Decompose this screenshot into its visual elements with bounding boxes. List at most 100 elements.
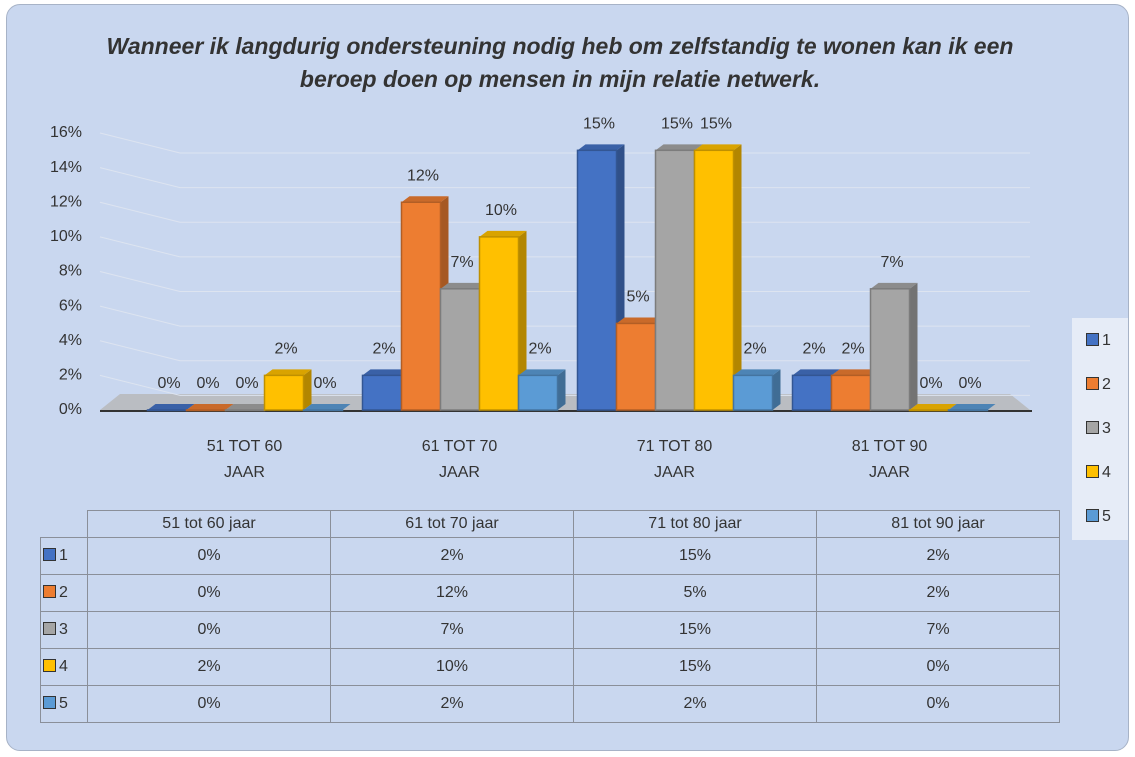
bar-top: [362, 369, 410, 376]
bar-top: [870, 282, 918, 289]
bar-top: [694, 144, 742, 151]
bar-side: [772, 369, 781, 410]
bar-top: [655, 144, 703, 151]
legend-label: 4: [1102, 464, 1111, 481]
y-tick-label: 8%: [59, 263, 82, 280]
bar: [869, 282, 918, 411]
table-cell: 7%: [816, 611, 1060, 649]
table-header: 51 tot 60 jaar: [87, 510, 331, 538]
table-cell: 0%: [87, 611, 331, 649]
bar: [693, 144, 742, 411]
series-name: 3: [59, 621, 68, 638]
legend-key: [43, 548, 56, 561]
bar-side: [303, 369, 312, 410]
legend-key: [1086, 509, 1099, 522]
series-name: 4: [59, 658, 68, 675]
table-row: 1 0% 2% 15% 2%: [40, 537, 1060, 575]
bar-side: [557, 369, 566, 410]
bar: [478, 230, 527, 411]
legend-key: [43, 696, 56, 709]
table-cell: 15%: [573, 611, 817, 649]
data-label: 2%: [372, 341, 395, 358]
table-cell: 10%: [330, 648, 574, 686]
y-tick-label: 4%: [59, 332, 82, 349]
data-label: 5%: [626, 289, 649, 306]
bar-front: [302, 409, 344, 412]
bar: [947, 404, 996, 412]
legend-item: 5: [1086, 508, 1111, 526]
bar-top: [401, 196, 449, 203]
data-label: 0%: [313, 375, 336, 392]
y-tick-label: 0%: [59, 401, 82, 418]
bar-front: [478, 236, 520, 411]
table-cell: 2%: [816, 574, 1060, 612]
table-cell: 2%: [573, 685, 817, 723]
legend-key: [1086, 377, 1099, 390]
data-label: 7%: [450, 254, 473, 271]
table-header: 61 tot 70 jaar: [330, 510, 574, 538]
bar-front: [908, 409, 950, 412]
bar-front: [576, 149, 618, 411]
bar-top: [616, 317, 664, 324]
bar: [302, 404, 351, 412]
table-row-label: 2: [40, 574, 88, 612]
bar-top: [909, 404, 957, 410]
legend-key: [43, 585, 56, 598]
series-name: 5: [59, 695, 68, 712]
chart-title: Wanneer ik langdurig ondersteuning nodig…: [106, 33, 1014, 92]
bar: [263, 369, 312, 411]
bar: [224, 404, 273, 412]
table-header-row: 51 tot 60 jaar 61 tot 70 jaar 71 tot 80 ja…: [40, 510, 1060, 538]
legend-key: [43, 659, 56, 672]
bar-front: [947, 409, 989, 412]
data-label: 2%: [528, 341, 551, 358]
bar-top: [518, 369, 566, 376]
bar: [517, 369, 566, 411]
bar-top: [577, 144, 625, 151]
legend-item: 4: [1086, 464, 1111, 482]
table-cell: 2%: [816, 537, 1060, 575]
table-cell: 2%: [330, 537, 574, 575]
x-tick-label: 61 TOT 70 JAAR: [421, 438, 498, 481]
bar-front: [732, 374, 774, 411]
bar-front: [869, 288, 911, 411]
x-tick-label: 71 TOT 80 JAAR: [636, 438, 713, 481]
data-label: 10%: [485, 202, 517, 219]
table-row-label: 5: [40, 685, 88, 723]
bar-top: [792, 369, 840, 376]
bar-top: [733, 369, 781, 376]
legend-item: 2: [1086, 376, 1111, 394]
legend-item: 1: [1086, 332, 1111, 350]
data-label: 2%: [841, 341, 864, 358]
grid-line: [99, 201, 1030, 223]
table-row: 5 0% 2% 2% 0%: [40, 685, 1060, 723]
data-label: 15%: [583, 116, 615, 133]
x-tick-label: 51 TOT 60 JAAR: [206, 438, 283, 481]
bar-front: [400, 201, 442, 411]
data-table: 51 tot 60 jaar 61 tot 70 jaar 71 tot 80 ja…: [40, 510, 1060, 723]
bar-top: [831, 369, 879, 376]
bar-front: [654, 149, 696, 411]
bar-side: [733, 144, 742, 410]
y-tick-label: 10%: [50, 228, 82, 245]
table-row-label: 3: [40, 611, 88, 649]
table-row-label: 1: [40, 537, 88, 575]
grid-line: [99, 271, 1030, 292]
legend-key: [43, 622, 56, 635]
bar-front: [791, 374, 833, 411]
legend: 1 2 3 4 5: [1072, 318, 1128, 540]
bar-top: [225, 404, 273, 410]
table-row: 2 0% 12% 5% 2%: [40, 574, 1060, 612]
legend-key: [1086, 333, 1099, 346]
grid-line: [99, 167, 1030, 189]
bar-front: [517, 374, 559, 411]
table-row: 4 2% 10% 15% 0%: [40, 648, 1060, 686]
y-tick-label: 12%: [50, 193, 82, 210]
bar-top: [186, 404, 234, 410]
legend-label: 3: [1102, 420, 1111, 437]
y-tick-label: 14%: [50, 159, 82, 176]
bar-front: [185, 409, 227, 412]
table-cell: 15%: [573, 537, 817, 575]
table-cell: 0%: [816, 648, 1060, 686]
